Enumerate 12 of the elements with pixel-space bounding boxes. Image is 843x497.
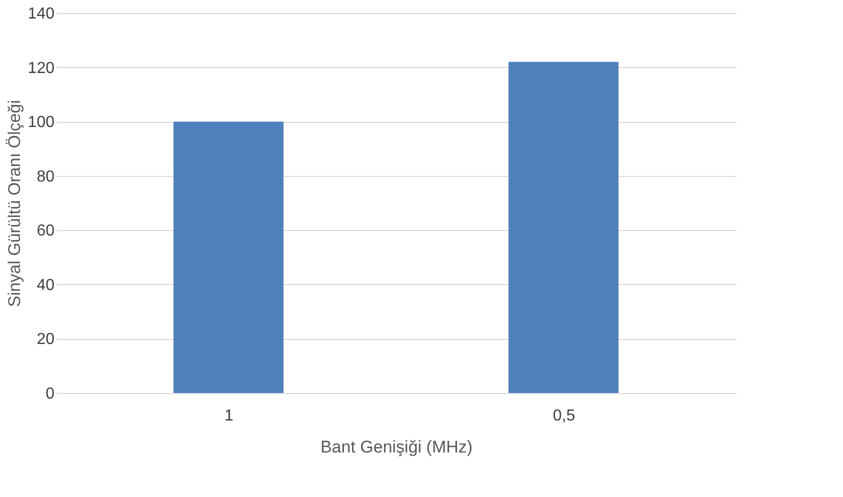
y-tick-label: 60: [36, 222, 55, 240]
y-tick-label: 20: [36, 331, 55, 348]
y-tick-label: 140: [28, 6, 55, 22]
x-tick-label: 1: [224, 408, 234, 424]
y-tick-label: 120: [28, 60, 55, 77]
y-tick-label: 100: [28, 114, 55, 132]
y-tick-label: 0: [46, 386, 55, 402]
y-axis-title: Sinyal Gürültü Oranı Ölçeği: [4, 100, 24, 307]
y-tick-label: 80: [36, 168, 55, 186]
y-tick-label: 40: [36, 276, 55, 294]
x-tick-label: 0,5: [552, 408, 576, 424]
x-axis-title: Bant Genişiği (MHz): [320, 438, 473, 456]
